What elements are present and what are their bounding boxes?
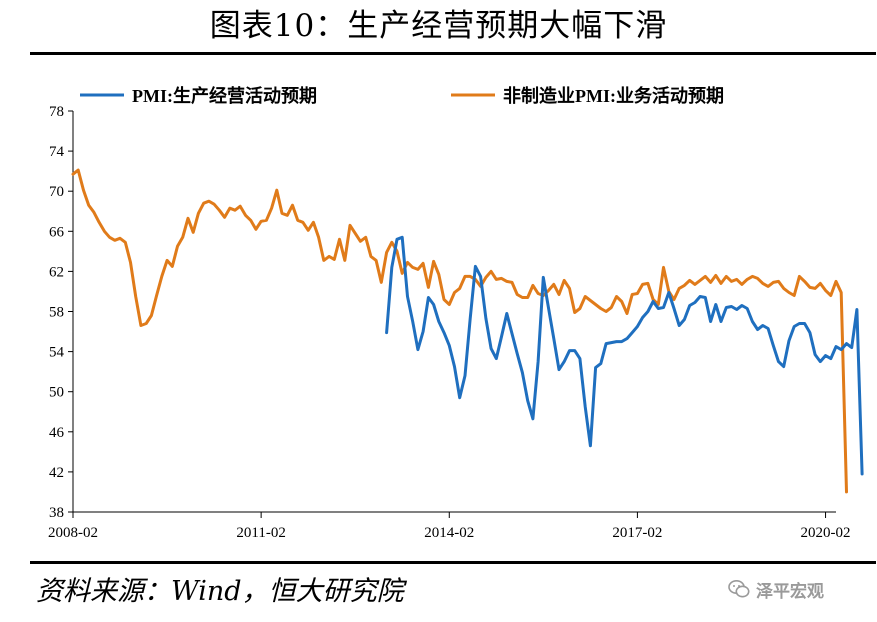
y-tick-label: 46 (49, 425, 65, 441)
y-tick-label: 58 (49, 305, 64, 321)
y-tick-label: 70 (49, 184, 64, 200)
x-tick-label: 2017-02 (612, 525, 662, 541)
x-tick-label: 2014-02 (424, 525, 474, 541)
x-tick-label: 2008-02 (48, 525, 98, 541)
title-divider (30, 52, 876, 55)
y-tick-label: 42 (49, 465, 64, 481)
legend-label: PMI:生产经营活动预期 (132, 85, 317, 106)
axes: 38 42 46 50 54 58 62 66 70 74 78 2008-02 2011-02 2014… (48, 104, 851, 541)
watermark-text: 泽平宏观 (756, 581, 824, 602)
y-tick-label: 38 (49, 505, 64, 521)
x-tick-label: 2011-02 (236, 525, 285, 541)
source-note: 资料来源：Wind，恒大研究院 (36, 576, 404, 607)
y-tick-label: 74 (49, 144, 65, 160)
legend-label: 非制造业PMI:业务活动预期 (503, 85, 724, 106)
chart-title: 图表10：生产经营预期大幅下滑 (209, 8, 668, 44)
source-divider (30, 561, 876, 564)
wechat-icon (728, 580, 750, 598)
series-line-non-manufacturing-business-expectation (71, 168, 848, 494)
y-tick-label: 62 (49, 264, 64, 280)
x-tick-label: 2020-02 (801, 525, 851, 541)
y-tick-label: 54 (49, 345, 65, 361)
series-line-pmi-production-expectation (385, 235, 864, 476)
line-chart: PMI:生产经营活动预期 非制造业PMI:业务活动预期 38 42 46 50 54 58 6… (48, 85, 864, 541)
y-tick-label: 50 (49, 385, 64, 401)
series-layer (71, 168, 864, 494)
watermark: 泽平宏观 (728, 574, 824, 604)
y-tick-label: 78 (49, 104, 64, 120)
y-tick-label: 66 (49, 224, 65, 240)
legend: PMI:生产经营活动预期 非制造业PMI:业务活动预期 (80, 85, 724, 106)
